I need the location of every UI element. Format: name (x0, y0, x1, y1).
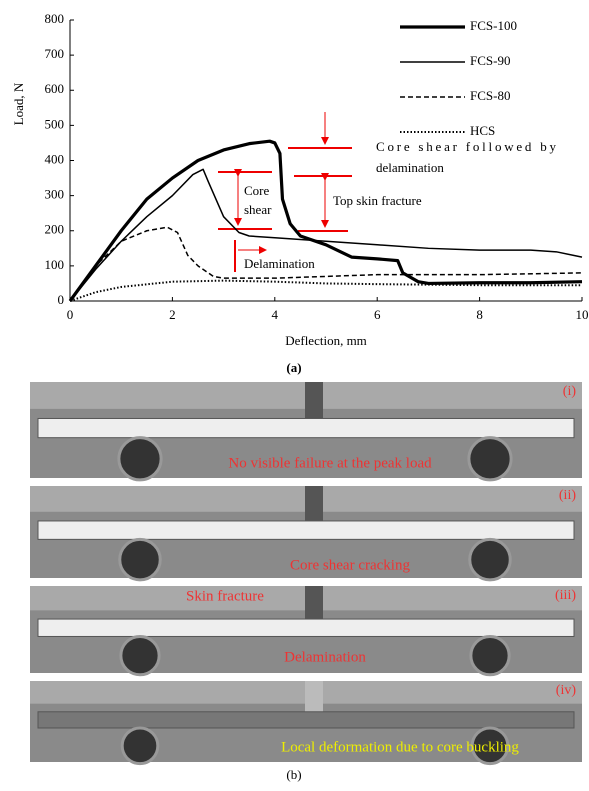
y-tick-label: 100 (45, 257, 65, 272)
y-tick-label: 700 (45, 46, 65, 61)
roller (119, 634, 161, 677)
legend-label: FCS-80 (470, 88, 510, 103)
photo-note: Core shear cracking (290, 557, 410, 573)
panel-label: (b) (286, 767, 301, 782)
panel-tag: (ii) (559, 488, 576, 503)
photo-note: No visible failure at the peak load (228, 455, 432, 471)
specimen (37, 520, 575, 540)
y-tick-label: 0 (58, 292, 65, 307)
panel-tag: (iii) (555, 588, 576, 603)
x-tick-label: 4 (272, 307, 279, 322)
annotation: Core shear followed by (376, 139, 557, 154)
panel-tag: (iv) (556, 683, 577, 698)
roller (468, 537, 512, 582)
roller (120, 726, 160, 766)
y-tick-label: 600 (45, 81, 65, 96)
roller (470, 726, 510, 766)
annotation: shear (244, 202, 272, 217)
roller (117, 436, 163, 482)
x-tick-label: 8 (476, 307, 483, 322)
line-series (69, 226, 583, 302)
specimen (37, 417, 575, 439)
photo-note: Delamination (284, 649, 366, 665)
legend-label: FCS-100 (470, 18, 517, 33)
specimen (37, 618, 575, 637)
line-series (68, 139, 583, 302)
y-tick-label: 200 (45, 222, 65, 237)
x-tick-label: 0 (67, 307, 74, 322)
x-tick-label: 6 (374, 307, 381, 322)
annotation: Delamination (244, 256, 315, 271)
legend-label: FCS-90 (470, 53, 510, 68)
panel-label: (a) (286, 360, 301, 375)
photo-note: Skin fracture (186, 588, 264, 604)
roller (469, 634, 511, 677)
annotation: Core (244, 183, 270, 198)
roller (467, 436, 513, 482)
annotation: delamination (376, 160, 444, 175)
specimen (37, 711, 575, 729)
line-series (69, 279, 582, 302)
y-tick-label: 800 (45, 11, 65, 26)
legend-label: HCS (470, 123, 495, 138)
annotation-arrows (218, 112, 352, 272)
x-axis-label: Deflection, mm (285, 333, 367, 348)
x-tick-label: 10 (576, 307, 589, 322)
line-series (69, 168, 583, 302)
y-tick-label: 300 (45, 187, 65, 202)
x-tick-label: 2 (169, 307, 176, 322)
y-tick-label: 500 (45, 116, 65, 131)
y-tick-label: 400 (45, 151, 65, 166)
roller (118, 537, 162, 582)
y-axis-label: Load, N (11, 82, 26, 125)
photo-note: Local deformation due to core buckling (281, 739, 519, 755)
annotation: Top skin fracture (333, 193, 422, 208)
panel-tag: (i) (563, 384, 577, 399)
